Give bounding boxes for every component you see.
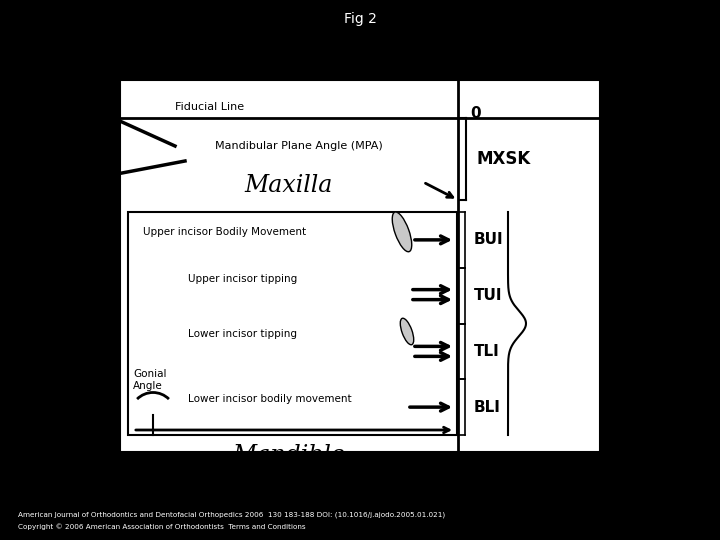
Text: Fiducial Line: Fiducial Line — [175, 102, 244, 112]
Bar — [120, 80, 600, 452]
Text: Mandible: Mandible — [233, 443, 346, 467]
Text: Fig 2: Fig 2 — [343, 12, 377, 26]
Text: Maxilla: Maxilla — [245, 173, 333, 197]
Text: TLI: TLI — [474, 344, 500, 359]
Text: American Journal of Orthodontics and Dentofacial Orthopedics 2006  130 183-188 D: American Journal of Orthodontics and Den… — [18, 511, 445, 518]
Text: TUI: TUI — [474, 288, 503, 303]
Text: Upper incisor Bodily Movement: Upper incisor Bodily Movement — [143, 227, 306, 237]
Bar — [128, 212, 457, 435]
Text: Lower incisor bodily movement: Lower incisor bodily movement — [188, 394, 351, 404]
Text: BLI: BLI — [474, 400, 501, 415]
Ellipse shape — [400, 318, 414, 345]
Text: Upper incisor tipping: Upper incisor tipping — [188, 274, 297, 284]
Ellipse shape — [392, 212, 412, 252]
Text: BUI: BUI — [474, 232, 503, 247]
Text: Mandibular Plane Angle (MPA): Mandibular Plane Angle (MPA) — [215, 141, 383, 151]
Text: Lower incisor tipping: Lower incisor tipping — [188, 329, 297, 339]
Text: MXSK: MXSK — [476, 150, 530, 168]
Text: Copyright © 2006 American Association of Orthodontists  Terms and Conditions: Copyright © 2006 American Association of… — [18, 523, 305, 530]
Text: 0: 0 — [470, 106, 481, 122]
Text: Gonial
Angle: Gonial Angle — [133, 369, 166, 391]
